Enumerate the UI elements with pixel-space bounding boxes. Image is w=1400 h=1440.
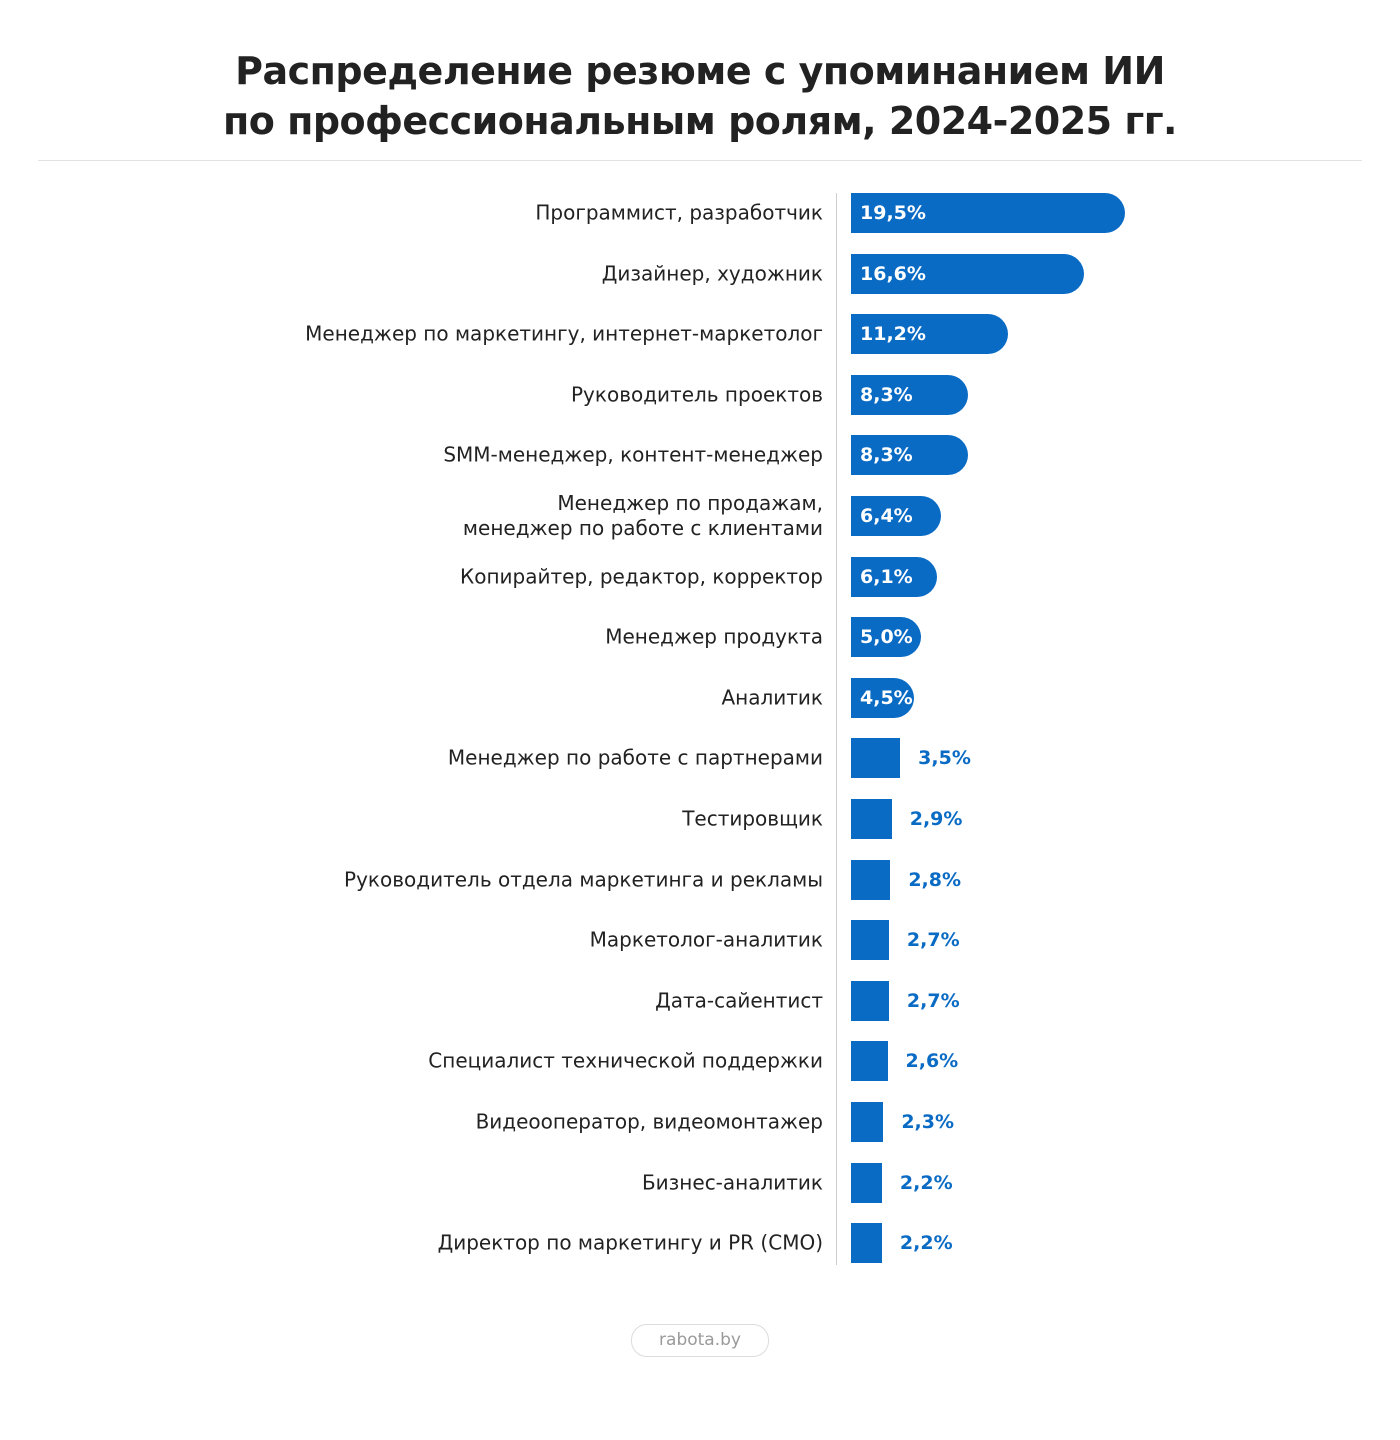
- bar: [851, 617, 922, 658]
- value-label: 2,6%: [905, 1050, 959, 1073]
- category-axis: [836, 193, 837, 1265]
- bar: [851, 980, 889, 1021]
- category-label: Маркетолог-аналитик: [589, 927, 823, 952]
- category-label: Менеджер продукта: [605, 624, 823, 649]
- value-label: 5,0%: [860, 626, 913, 649]
- value-label: 2,9%: [909, 808, 963, 830]
- category-label: Специалист технической поддержки: [428, 1048, 823, 1073]
- bar: [851, 193, 1125, 233]
- value-label: 2,3%: [901, 1111, 955, 1133]
- category-label: Программист, разработчик: [535, 200, 823, 225]
- source: rabota.by: [631, 1324, 769, 1357]
- category-label: Видеооператор, видеомонтажер: [475, 1109, 823, 1134]
- value-label: 16,6%: [860, 262, 926, 285]
- bar: [851, 1102, 884, 1142]
- value-label: 6,1%: [860, 565, 913, 588]
- value-label: 4,5%: [860, 686, 913, 709]
- value-label: 2,2%: [899, 1232, 953, 1255]
- value-label: 6,4%: [860, 505, 913, 527]
- category-label: SMM-менеджер, контент-менеджер: [443, 442, 823, 467]
- bar: [851, 920, 889, 961]
- bar: [851, 253, 1085, 294]
- bar: [851, 314, 1009, 355]
- value-label: 8,3%: [860, 444, 913, 467]
- category-label: Менеджер по продажам, менеджер по работе…: [462, 491, 823, 540]
- category-label: Тестировщик: [682, 806, 823, 831]
- bar: [851, 496, 941, 536]
- bar: [851, 435, 968, 476]
- bar: [851, 738, 901, 779]
- category-label: Аналитик: [721, 685, 823, 710]
- bar: [851, 1223, 882, 1264]
- bar: [851, 1162, 882, 1203]
- separator: [38, 160, 1362, 161]
- bar: [851, 1041, 888, 1082]
- category-label: Бизнес-аналитик: [641, 1170, 823, 1195]
- value-label: 2,8%: [908, 868, 962, 891]
- chart-title: Распределение резюме с упоминанием ИИ по…: [222, 49, 1178, 143]
- category-label: Руководитель отдела маркетинга и рекламы: [344, 867, 823, 892]
- category-label: Копирайтер, редактор, корректор: [460, 564, 823, 589]
- category-label: Менеджер по маркетингу, интернет-маркето…: [305, 321, 823, 346]
- category-label: Дата-сайентист: [655, 988, 823, 1013]
- value-label: 2,7%: [906, 929, 960, 952]
- value-label: 2,2%: [899, 1171, 953, 1194]
- bar: [851, 859, 891, 900]
- bar: [851, 799, 892, 839]
- category-label: Менеджер по работе с партнерами: [447, 745, 823, 770]
- value-label: 11,2%: [860, 323, 926, 346]
- value-label: 3,5%: [918, 747, 971, 770]
- category-label: Дизайнер, художник: [601, 261, 823, 286]
- category-label: Руководитель проектов: [570, 382, 823, 407]
- value-label: 2,7%: [906, 989, 960, 1012]
- bar: [851, 556, 937, 597]
- category-label: Директор по маркетингу и PR (CMO): [437, 1230, 823, 1255]
- value-label: 8,3%: [860, 383, 913, 406]
- value-label: 19,5%: [860, 202, 926, 224]
- bar: [851, 677, 915, 718]
- bar: [851, 374, 968, 415]
